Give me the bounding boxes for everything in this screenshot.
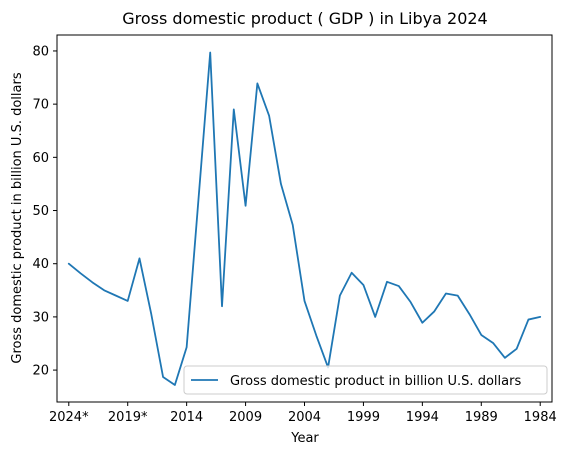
data-point — [397, 285, 400, 288]
y-tick-label: 30 — [32, 310, 49, 325]
data-point — [527, 318, 530, 321]
data-point — [173, 383, 176, 386]
x-tick-label: 1989 — [465, 410, 498, 425]
data-point — [103, 289, 106, 292]
series-layer — [67, 51, 542, 386]
data-point — [150, 313, 153, 316]
data-point — [197, 198, 200, 201]
y-axis-label: Gross domestic product in billion U.S. d… — [10, 72, 25, 363]
data-point — [421, 321, 424, 324]
data-point — [433, 310, 436, 313]
data-point — [539, 315, 542, 318]
data-point — [162, 376, 165, 379]
x-tick-label: 1984 — [524, 410, 557, 425]
data-point — [480, 333, 483, 336]
data-point — [350, 271, 353, 274]
data-point — [291, 223, 294, 226]
x-tick-label: 2009 — [229, 410, 262, 425]
y-tick-label: 80 — [32, 44, 49, 59]
legend: Gross domestic product in billion U.S. d… — [183, 365, 548, 395]
data-point — [268, 114, 271, 117]
data-point — [456, 294, 459, 297]
y-tick-label: 40 — [32, 257, 49, 272]
data-point — [126, 299, 129, 302]
series-line — [67, 51, 542, 386]
data-point — [374, 315, 377, 318]
data-point — [315, 334, 318, 337]
data-point — [209, 51, 212, 54]
data-point — [138, 257, 141, 260]
data-point — [114, 294, 117, 297]
chart-title: Gross domestic product ( GDP ) in Libya … — [122, 9, 487, 28]
data-point — [91, 281, 94, 284]
data-point — [232, 108, 235, 111]
x-tick-label: 2014 — [170, 410, 203, 425]
x-axis: 2024* 2019* 2014 2009 2004 1999 1994 1989 1984 — [49, 402, 557, 425]
data-point — [386, 280, 389, 283]
data-point — [279, 182, 282, 185]
data-point — [409, 301, 412, 304]
x-tick-label: 2024* — [49, 410, 89, 425]
y-axis: 20 30 40 50 60 70 80 — [32, 44, 57, 379]
legend-box — [183, 365, 548, 395]
data-point — [244, 204, 247, 207]
x-tick-label: 1994 — [406, 410, 439, 425]
x-tick-label: 1999 — [347, 410, 380, 425]
x-tick-label: 2019* — [108, 410, 148, 425]
data-point — [79, 272, 82, 275]
data-point — [444, 292, 447, 295]
legend-label: Gross domestic product in billion U.S. d… — [230, 374, 521, 389]
data-point — [221, 305, 224, 308]
x-tick-label: 2004 — [288, 410, 321, 425]
data-point — [492, 341, 495, 344]
data-point — [185, 346, 188, 349]
data-point — [468, 313, 471, 316]
data-point — [515, 347, 518, 350]
y-tick-label: 20 — [32, 364, 49, 379]
data-point — [503, 356, 506, 359]
y-tick-label: 60 — [32, 151, 49, 166]
data-point — [338, 294, 341, 297]
data-point — [303, 299, 306, 302]
y-tick-label: 70 — [32, 98, 49, 113]
data-point — [67, 262, 70, 265]
data-point — [256, 82, 259, 85]
data-point — [362, 283, 365, 286]
x-axis-label: Year — [290, 431, 319, 446]
y-tick-label: 50 — [32, 204, 49, 219]
